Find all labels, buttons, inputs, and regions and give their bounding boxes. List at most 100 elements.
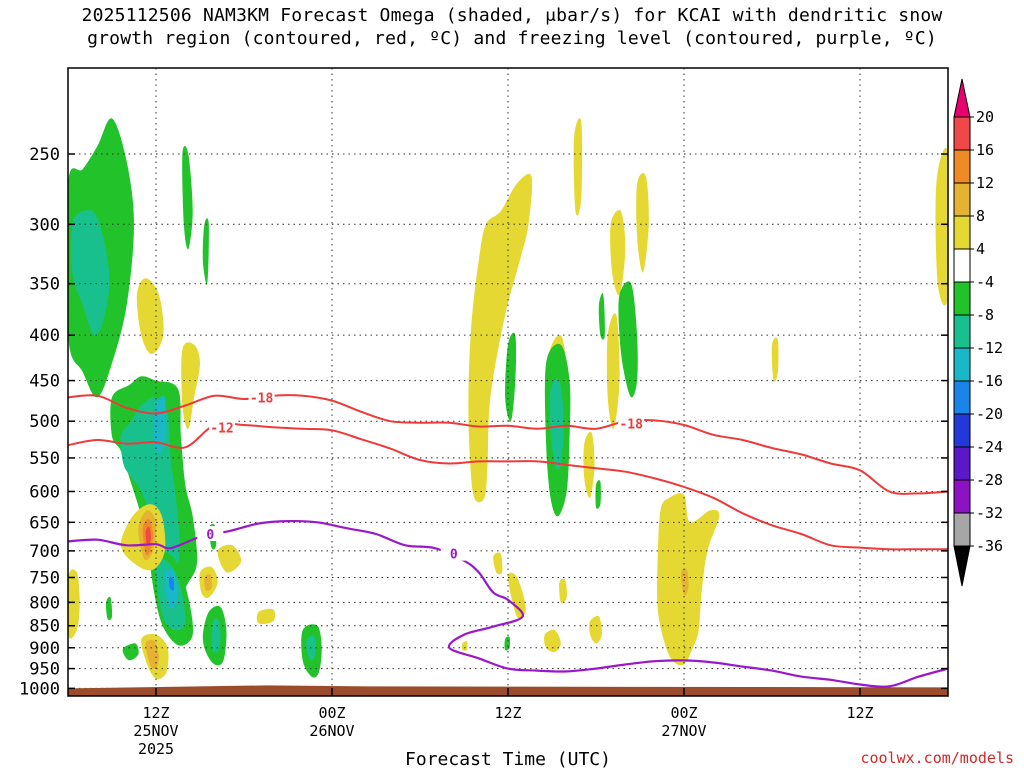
omega-region <box>559 578 567 604</box>
omega-region <box>505 332 517 422</box>
x-axis-label: Forecast Time (UTC) <box>405 749 611 768</box>
omega-region <box>211 618 221 653</box>
omega-region <box>136 278 164 354</box>
x-tick-year-label: 2025 <box>138 740 174 758</box>
y-tick-label: 300 <box>29 215 60 235</box>
dgz-top-label-bg <box>618 415 645 431</box>
x-tick-date-label: 25NOV <box>133 722 178 740</box>
omega-region <box>573 118 583 216</box>
freezing-label: 0 <box>450 548 458 563</box>
dgz-bottom-label-bg <box>209 419 235 435</box>
freezing-label-bg <box>440 545 467 561</box>
omega-region <box>181 342 200 429</box>
colorbar-tick-label: -16 <box>976 372 1003 390</box>
dgz-top-label-bg <box>248 389 275 405</box>
freezing-level-contour <box>68 519 948 688</box>
colorbar-top-arrow <box>953 78 971 118</box>
omega-region <box>71 210 110 336</box>
omega-region <box>145 639 159 670</box>
y-tick-label: 850 <box>29 617 60 637</box>
colorbar: 20 16 12 8 4 -4 -8 -12 -16 -20 -24 -28 -32 -36 <box>953 78 1003 587</box>
omega-region <box>935 147 948 306</box>
colorbar-swatch <box>953 281 971 316</box>
omega-region <box>610 210 626 296</box>
y-tick-label: 1000 <box>19 679 60 699</box>
omega-region <box>105 596 113 621</box>
y-tick-label: 800 <box>29 593 60 613</box>
omega-region <box>771 337 779 383</box>
y-tick-label: 450 <box>29 372 60 392</box>
x-tick-label: 00Z <box>318 704 345 722</box>
colorbar-tick-label: -36 <box>976 537 1003 555</box>
y-tick-label: 950 <box>29 660 60 680</box>
y-tick-label: 650 <box>29 513 60 533</box>
x-tick-date-label: 27NOV <box>661 722 706 740</box>
colorbar-tick-label: 20 <box>976 108 994 126</box>
omega-region <box>202 218 209 285</box>
y-tick-label: 900 <box>29 639 60 659</box>
dgz-top-contour <box>68 394 948 495</box>
x-tick-label: 12Z <box>142 704 169 722</box>
omega-shading-layer <box>68 118 948 680</box>
omega-region <box>493 552 503 575</box>
title-line-2: growth region (contoured, red, ºC) and f… <box>87 28 937 49</box>
omega-region <box>636 173 649 273</box>
omega-region <box>182 146 193 250</box>
omega-region <box>204 574 212 591</box>
freezing-label-bg <box>197 526 224 542</box>
dgz-top-label: -18 <box>250 391 274 406</box>
colorbar-tick-label: -4 <box>976 273 994 291</box>
omega-region <box>168 577 175 591</box>
colorbar-tick-label: 4 <box>976 240 985 258</box>
y-tick-label: 250 <box>29 145 60 165</box>
colorbar-swatch <box>953 512 971 547</box>
omega-region <box>461 640 468 651</box>
omega-region <box>504 636 511 651</box>
omega-region <box>217 544 242 573</box>
colorbar-swatch <box>953 446 971 481</box>
credit-text[interactable]: coolwx.com/models <box>860 749 1014 767</box>
colorbar-tick-label: 12 <box>976 174 994 192</box>
y-tick-label: 750 <box>29 568 60 588</box>
colorbar-swatch <box>953 116 971 151</box>
omega-region <box>145 526 151 546</box>
omega-region <box>507 572 526 619</box>
chart-title: 2025112506 NAM3KM Forecast Omega (shaded… <box>0 4 1024 50</box>
omega-region <box>256 608 276 625</box>
omega-region <box>468 173 533 503</box>
colorbar-tick-label: -32 <box>976 504 1003 522</box>
grid-layer <box>68 68 948 696</box>
colorbar-swatch <box>953 182 971 217</box>
colorbar-tick-label: -12 <box>976 339 1003 357</box>
omega-region <box>681 568 689 596</box>
omega-region <box>598 293 605 340</box>
omega-region <box>68 569 80 639</box>
colorbar-swatch <box>953 380 971 415</box>
x-tick-label: 00Z <box>670 704 697 722</box>
y-tick-label: 500 <box>29 412 60 432</box>
omega-region <box>595 480 601 509</box>
omega-region <box>618 281 638 398</box>
dgz-bottom-label: -12 <box>210 421 233 436</box>
y-tick-label: 600 <box>29 482 60 502</box>
x-tick-date-label: 26NOV <box>309 722 354 740</box>
colorbar-swatch <box>953 479 971 514</box>
colorbar-tick-label: -24 <box>976 438 1003 456</box>
colorbar-tick-label: -28 <box>976 471 1003 489</box>
y-tick-label: 550 <box>29 449 60 469</box>
axes-layer: 2503003504004505005506006507007508008509… <box>19 67 949 758</box>
omega-region <box>589 615 602 644</box>
title-line-1: 2025112506 NAM3KM Forecast Omega (shaded… <box>81 5 943 26</box>
omega-region <box>122 643 139 661</box>
x-tick-label: 12Z <box>494 704 521 722</box>
freezing-label: 0 <box>206 528 214 543</box>
colorbar-tick-label: -20 <box>976 405 1003 423</box>
contour-layer: -18 -18 -12 0 0 <box>68 389 948 688</box>
omega-region <box>606 313 620 430</box>
colorbar-swatch <box>953 314 971 349</box>
omega-region <box>544 629 561 653</box>
colorbar-tick-label: 16 <box>976 141 994 159</box>
y-tick-label: 350 <box>29 275 60 295</box>
dgz-top-label: -18 <box>619 417 643 432</box>
y-tick-label: 400 <box>29 326 60 346</box>
